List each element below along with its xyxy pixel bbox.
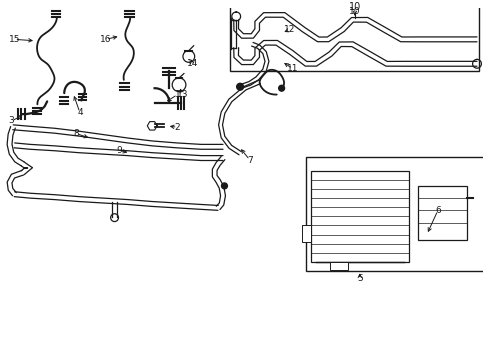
- Text: 11: 11: [286, 64, 298, 73]
- Text: 16: 16: [100, 35, 111, 44]
- Bar: [230, 0, 478, 71]
- Bar: [305, 157, 483, 271]
- Circle shape: [236, 83, 243, 90]
- Text: 10: 10: [348, 7, 360, 16]
- Text: 1: 1: [174, 90, 180, 99]
- Circle shape: [221, 183, 227, 189]
- Text: 4: 4: [77, 108, 82, 117]
- Text: 15: 15: [9, 35, 20, 44]
- Text: 12: 12: [284, 25, 295, 34]
- Bar: [310, 171, 408, 262]
- Text: 9: 9: [116, 146, 122, 155]
- Text: 3: 3: [9, 116, 14, 125]
- Text: 10: 10: [348, 1, 360, 12]
- Bar: [330, 262, 347, 270]
- Circle shape: [278, 85, 284, 91]
- Text: 2: 2: [174, 123, 180, 132]
- Bar: [302, 225, 310, 242]
- Text: 14: 14: [186, 59, 198, 68]
- Text: 7: 7: [246, 156, 252, 165]
- Text: 5: 5: [356, 274, 362, 283]
- Text: 13: 13: [176, 90, 188, 99]
- Bar: [418, 186, 466, 240]
- Text: 8: 8: [74, 129, 79, 138]
- Text: 6: 6: [434, 206, 440, 215]
